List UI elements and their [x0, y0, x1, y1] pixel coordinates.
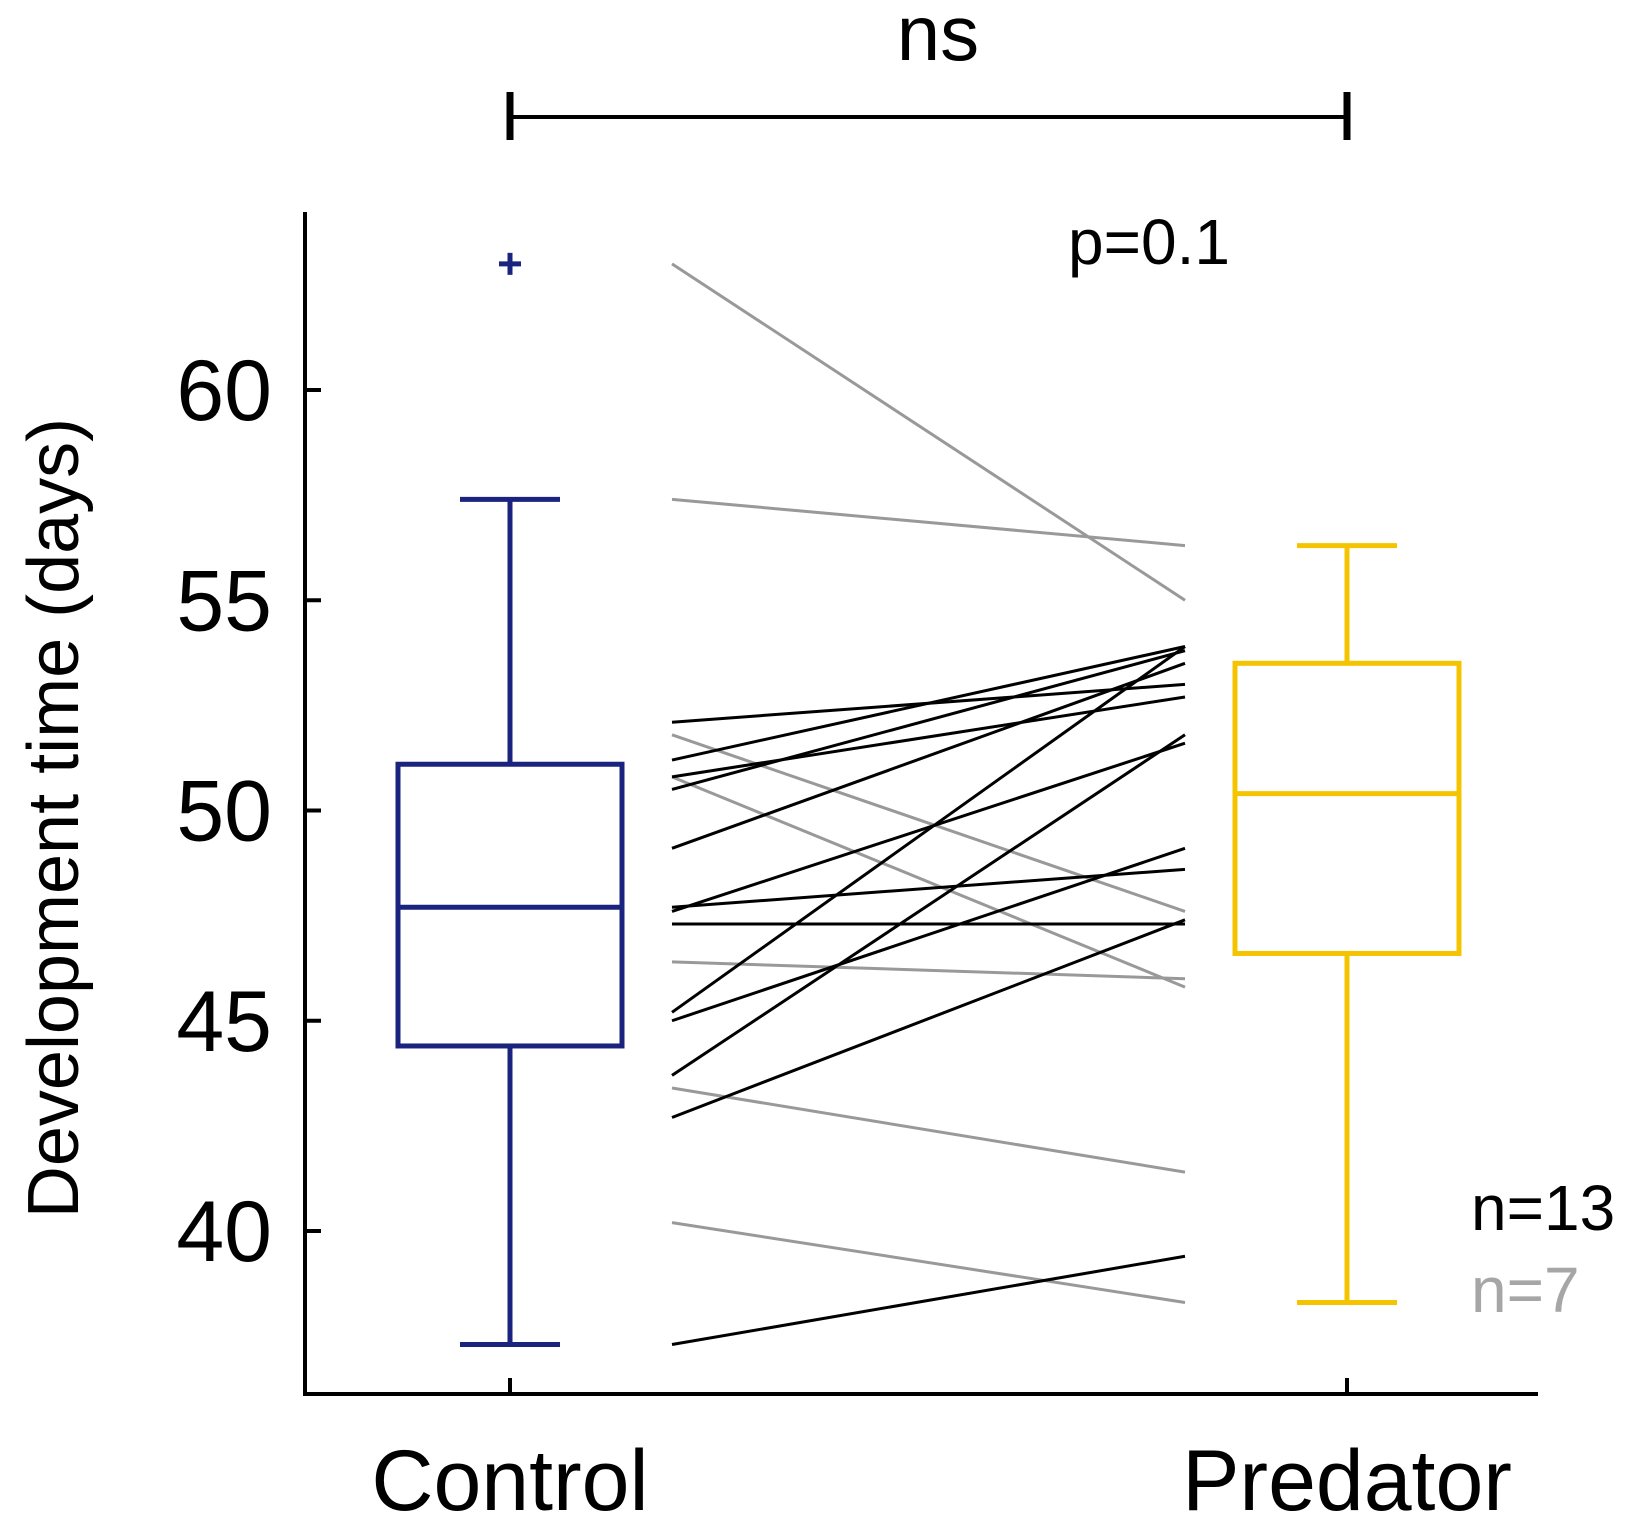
significance-label: ns [897, 0, 979, 77]
y-tick-label: 45 [176, 974, 272, 1070]
boxes [395, 252, 1462, 1348]
y-tick-label: 50 [176, 764, 272, 860]
y-ticks: 40 45 50 55 60 [176, 343, 321, 1280]
increase-pair-line [671, 649, 1186, 791]
y-tick-label: 40 [176, 1184, 272, 1280]
increase-pair-line [671, 645, 1186, 1014]
increase-pair-line [671, 733, 1186, 1077]
control-box [395, 252, 625, 1348]
decrease-pair-line [671, 1221, 1186, 1304]
n-decrease-label: n=7 [1471, 1254, 1580, 1326]
y-axis-label: Development time (days) [14, 418, 94, 1218]
increase-pair-line [671, 645, 1186, 762]
decrease-lines [671, 262, 1186, 1304]
increase-pair-line [671, 661, 1186, 850]
p-value-label: p=0.1 [1068, 206, 1230, 278]
decrease-pair-line [671, 775, 1186, 989]
y-tick-label: 60 [176, 343, 272, 439]
increase-pair-line [671, 741, 1186, 913]
increase-pair-line [671, 695, 1186, 779]
y-tick-label: 55 [176, 553, 272, 649]
increase-pair-line [671, 918, 1186, 1119]
significance-bracket [506, 92, 1351, 140]
x-tick-label: Control [371, 1433, 648, 1529]
decrease-pair-line [671, 1086, 1186, 1174]
increase-pair-line [671, 846, 1186, 1023]
decrease-pair-line [671, 262, 1186, 602]
n-increase-label: n=13 [1471, 1172, 1615, 1244]
decrease-pair-line [671, 497, 1186, 548]
x-ticks: Control Predator [371, 1378, 1512, 1529]
x-tick-label: Predator [1182, 1433, 1512, 1529]
increase-pair-line [671, 1254, 1186, 1347]
predator-box [1232, 543, 1462, 1305]
increase-lines [671, 645, 1186, 1347]
decrease-pair-line [671, 960, 1186, 981]
predator-iqr-box [1232, 660, 1462, 956]
